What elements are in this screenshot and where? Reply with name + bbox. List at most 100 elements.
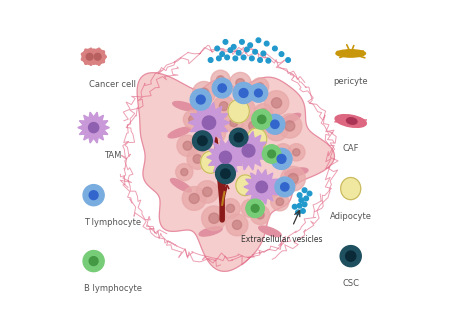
- Circle shape: [264, 41, 269, 46]
- Circle shape: [259, 109, 267, 117]
- Circle shape: [274, 144, 292, 161]
- Circle shape: [234, 133, 243, 142]
- Circle shape: [193, 105, 215, 127]
- Circle shape: [241, 55, 246, 60]
- Circle shape: [280, 149, 287, 156]
- Circle shape: [228, 48, 233, 52]
- Circle shape: [286, 58, 291, 62]
- Circle shape: [85, 62, 87, 64]
- Circle shape: [245, 47, 249, 52]
- Polygon shape: [188, 102, 230, 143]
- Circle shape: [192, 131, 212, 151]
- Text: Cancer cell: Cancer cell: [89, 80, 136, 89]
- Circle shape: [252, 110, 272, 129]
- Circle shape: [83, 251, 104, 272]
- Circle shape: [297, 204, 302, 208]
- Circle shape: [93, 62, 95, 64]
- Circle shape: [226, 214, 248, 236]
- Polygon shape: [78, 112, 109, 143]
- Circle shape: [279, 52, 284, 56]
- Circle shape: [176, 164, 193, 181]
- Circle shape: [257, 115, 266, 123]
- Circle shape: [275, 177, 295, 197]
- Circle shape: [104, 56, 106, 58]
- Circle shape: [211, 70, 230, 89]
- Circle shape: [209, 213, 219, 223]
- Circle shape: [94, 53, 101, 60]
- Circle shape: [250, 205, 270, 225]
- Circle shape: [271, 120, 279, 128]
- Circle shape: [85, 49, 87, 51]
- Circle shape: [285, 121, 295, 131]
- Circle shape: [265, 115, 285, 134]
- Circle shape: [202, 187, 212, 197]
- Circle shape: [212, 78, 232, 98]
- Circle shape: [264, 91, 289, 115]
- Circle shape: [261, 51, 265, 56]
- Ellipse shape: [173, 102, 196, 111]
- Circle shape: [265, 118, 288, 141]
- Circle shape: [225, 55, 229, 60]
- Circle shape: [299, 198, 303, 203]
- Circle shape: [193, 155, 202, 163]
- Circle shape: [301, 209, 305, 213]
- Circle shape: [192, 81, 216, 105]
- Polygon shape: [229, 131, 268, 170]
- Circle shape: [256, 83, 264, 90]
- Circle shape: [218, 84, 226, 92]
- Circle shape: [226, 204, 235, 213]
- Circle shape: [277, 155, 286, 163]
- Circle shape: [102, 51, 104, 53]
- Text: B lymphocyte: B lymphocyte: [84, 284, 142, 293]
- Text: Extracellular vesicles: Extracellular vesicles: [241, 235, 322, 244]
- Circle shape: [202, 116, 216, 129]
- Circle shape: [177, 135, 198, 156]
- Circle shape: [89, 257, 98, 265]
- Circle shape: [233, 82, 254, 104]
- Circle shape: [90, 49, 105, 64]
- Circle shape: [196, 95, 205, 104]
- Circle shape: [302, 188, 307, 193]
- Circle shape: [296, 210, 301, 214]
- Circle shape: [251, 78, 269, 95]
- Circle shape: [102, 61, 104, 63]
- Circle shape: [292, 149, 300, 156]
- Circle shape: [93, 49, 95, 51]
- Circle shape: [94, 61, 97, 63]
- Ellipse shape: [284, 168, 308, 176]
- Circle shape: [263, 145, 281, 163]
- Circle shape: [242, 115, 265, 137]
- Circle shape: [219, 102, 228, 111]
- Ellipse shape: [335, 115, 366, 127]
- Circle shape: [307, 191, 312, 196]
- Circle shape: [297, 193, 302, 198]
- Circle shape: [209, 127, 219, 137]
- Circle shape: [249, 84, 268, 102]
- Ellipse shape: [341, 177, 361, 200]
- Ellipse shape: [236, 175, 255, 196]
- Circle shape: [217, 56, 221, 61]
- Circle shape: [183, 110, 201, 128]
- Circle shape: [189, 193, 199, 204]
- Circle shape: [90, 48, 92, 50]
- Circle shape: [251, 205, 259, 212]
- Ellipse shape: [199, 227, 222, 236]
- Circle shape: [181, 168, 188, 176]
- Circle shape: [232, 98, 255, 121]
- Circle shape: [239, 89, 248, 97]
- Circle shape: [246, 199, 264, 217]
- Circle shape: [271, 193, 289, 211]
- Circle shape: [256, 38, 261, 43]
- Circle shape: [83, 185, 104, 206]
- Circle shape: [183, 141, 192, 150]
- Circle shape: [258, 58, 263, 62]
- Circle shape: [198, 136, 207, 146]
- Ellipse shape: [259, 226, 281, 237]
- Circle shape: [271, 148, 292, 169]
- Circle shape: [220, 199, 240, 218]
- Circle shape: [232, 220, 242, 229]
- Ellipse shape: [247, 128, 267, 150]
- Circle shape: [187, 149, 208, 169]
- Circle shape: [255, 89, 262, 97]
- Circle shape: [196, 181, 219, 203]
